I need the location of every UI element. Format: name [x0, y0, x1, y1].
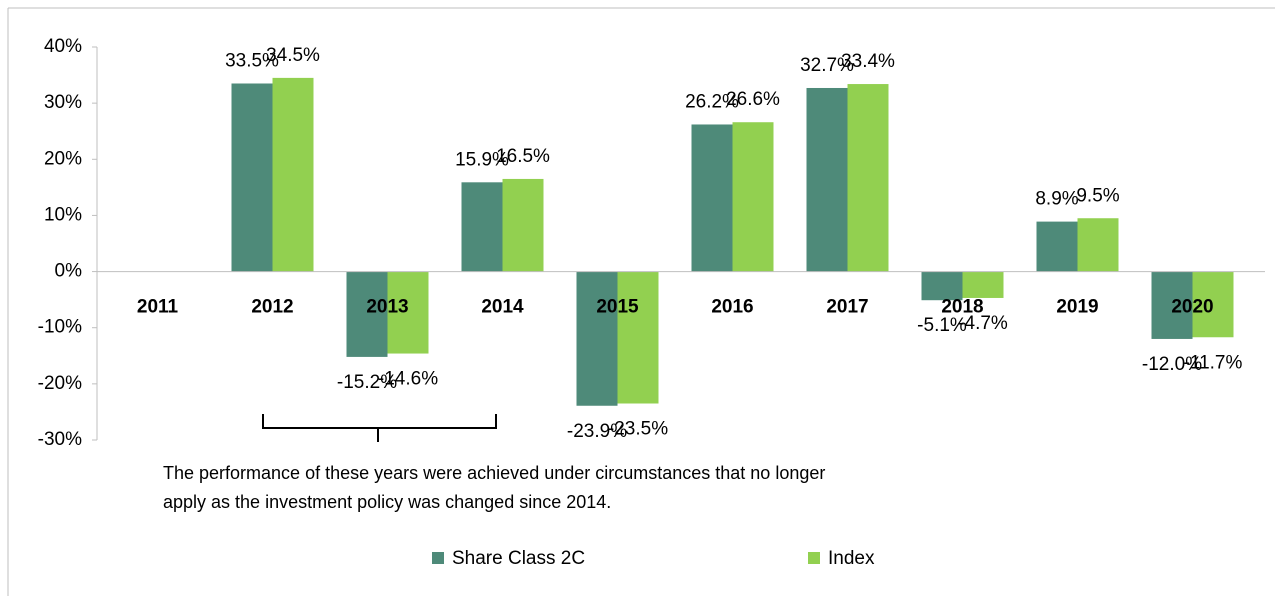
bar — [691, 124, 733, 272]
bar — [502, 178, 544, 272]
y-tick-label: 10% — [44, 204, 82, 225]
x-tick-label: 2012 — [251, 297, 293, 318]
x-tick-label: 2017 — [826, 297, 868, 318]
bar — [461, 182, 503, 272]
value-label: 26.6% — [726, 89, 780, 110]
value-label: 15.9% — [455, 149, 509, 170]
x-tick-label: 2015 — [596, 297, 639, 318]
annotation: apply as the investment policy was chang… — [163, 492, 611, 512]
y-tick-label: -10% — [38, 317, 82, 338]
value-label: 34.5% — [266, 45, 320, 66]
x-tick-label: 2018 — [941, 297, 983, 318]
bar — [387, 271, 429, 354]
bar — [921, 271, 963, 301]
value-label: -15.2% — [337, 372, 397, 393]
value-label: 32.7% — [800, 55, 854, 76]
bar — [962, 271, 1004, 298]
x-tick-label: 2014 — [481, 297, 524, 318]
x-tick-label: 2013 — [366, 297, 408, 318]
y-tick-label: -30% — [38, 429, 82, 450]
value-label: 33.5% — [225, 51, 279, 72]
value-label: -23.5% — [608, 419, 668, 440]
value-label: -11.7% — [1184, 352, 1243, 373]
legend-swatch — [808, 552, 820, 564]
bar — [1151, 271, 1193, 339]
annotation: The performance of these years were achi… — [163, 463, 825, 483]
legend-label: Index — [828, 548, 875, 569]
legend-swatch — [432, 552, 444, 564]
bar — [1077, 218, 1119, 272]
value-label: -4.7% — [958, 313, 1008, 334]
bar — [576, 271, 618, 406]
bar — [806, 87, 848, 272]
value-label: 16.5% — [496, 146, 550, 167]
bar — [231, 83, 273, 272]
y-tick-label: 20% — [44, 148, 82, 169]
x-tick-label: 2016 — [711, 297, 753, 318]
bar — [1036, 221, 1078, 272]
bar — [847, 84, 889, 272]
x-tick-label: 2020 — [1171, 297, 1213, 318]
value-label: 8.9% — [1035, 189, 1078, 210]
value-label: 26.2% — [685, 91, 739, 112]
y-tick-label: 30% — [44, 92, 82, 113]
value-label: -14.6% — [378, 369, 438, 390]
y-tick-label: 0% — [55, 261, 83, 282]
bar — [732, 122, 774, 272]
legend-label: Share Class 2C — [452, 548, 585, 569]
value-label: -5.1% — [917, 315, 967, 336]
x-tick-label: 2019 — [1056, 297, 1098, 318]
value-label: -23.9% — [567, 421, 627, 442]
bar — [617, 271, 659, 404]
value-label: -12.0% — [1142, 354, 1202, 375]
bar — [272, 77, 314, 272]
brace — [262, 414, 497, 442]
y-tick-label: -20% — [38, 373, 82, 394]
bar — [1192, 271, 1234, 338]
y-tick-label: 40% — [44, 36, 82, 57]
value-label: 33.4% — [841, 51, 895, 72]
bar — [346, 271, 388, 357]
x-tick-label: 2011 — [137, 297, 179, 318]
value-label: 9.5% — [1076, 185, 1119, 206]
